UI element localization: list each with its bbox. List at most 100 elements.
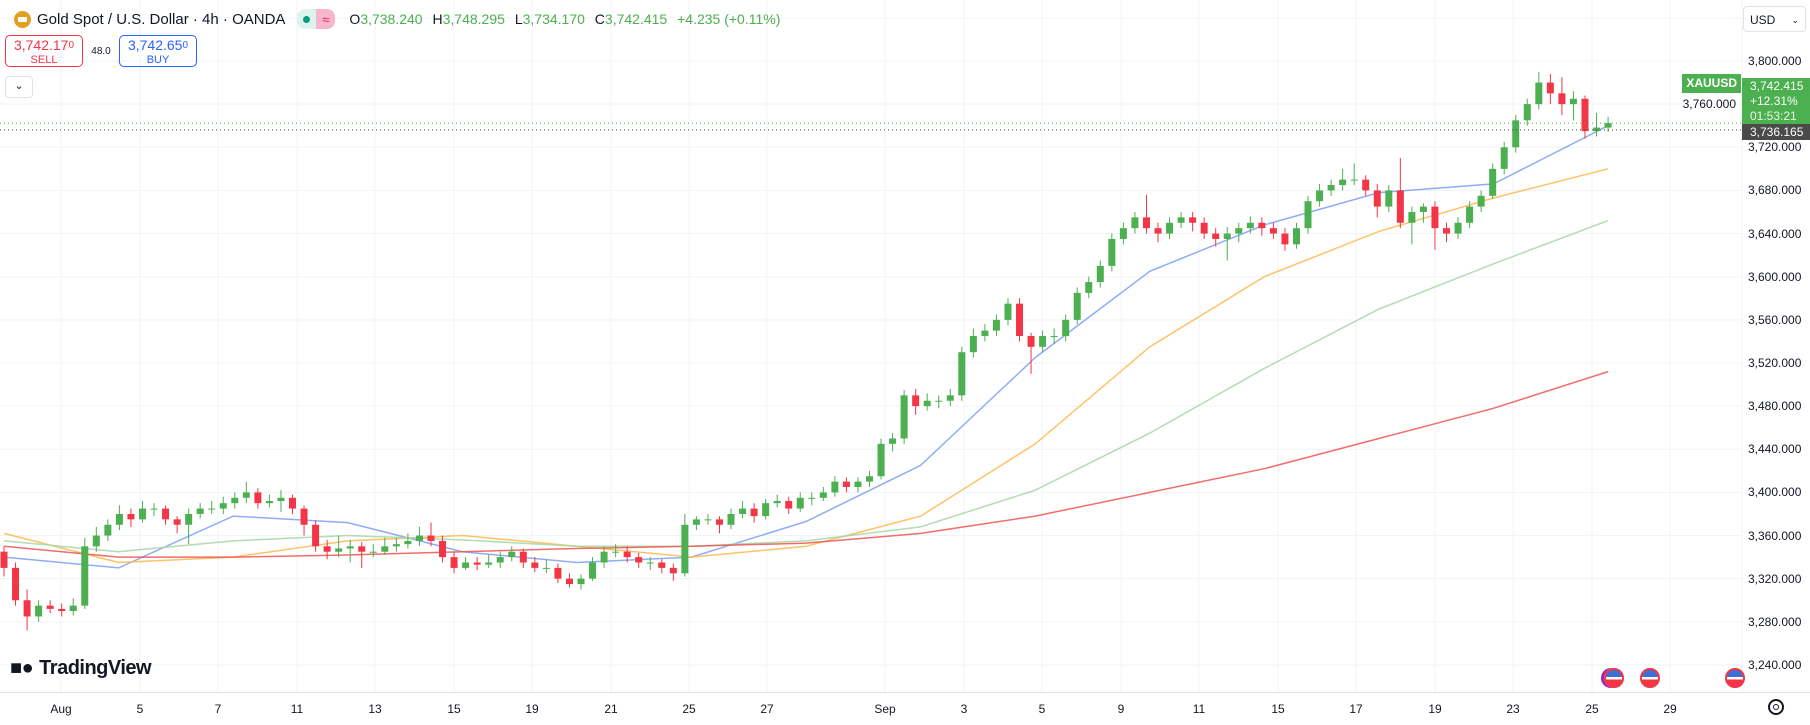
candle (1350, 163, 1358, 186)
candle (831, 476, 839, 497)
candle (1246, 216, 1254, 234)
candle-body (1512, 120, 1520, 148)
candle-body (1189, 217, 1197, 223)
us-flag-event-icon[interactable] (1725, 668, 1745, 688)
candle-body (462, 562, 470, 568)
candle (346, 539, 354, 563)
candle-body (58, 608, 66, 612)
candle (277, 490, 285, 512)
candle-body (415, 535, 423, 541)
candle-body (1142, 217, 1150, 229)
candle (900, 389, 908, 444)
collapse-legend-button[interactable]: ⌄ (5, 76, 33, 98)
candle (842, 477, 850, 493)
candle-body (854, 481, 862, 488)
candle (739, 501, 747, 519)
candle (81, 537, 89, 609)
last-price: 3,742.415 (1750, 79, 1804, 93)
candle-body (392, 544, 400, 547)
low-value: 3,734.170 (522, 11, 585, 27)
candle (946, 388, 954, 407)
gear-icon[interactable] (1768, 699, 1784, 715)
candle (958, 346, 966, 401)
candle (115, 505, 123, 531)
status-pill[interactable]: ≈ (297, 9, 336, 29)
candle-body (335, 548, 343, 552)
candle-body (866, 476, 873, 482)
candle-body (1443, 228, 1450, 234)
candle (173, 516, 181, 534)
close-label: C (594, 11, 605, 27)
candle-body (692, 519, 700, 525)
change-percent: +12.31% (1750, 94, 1798, 108)
candle-body (450, 557, 458, 568)
trade-panel: 3,742.170 SELL 48.0 3,742.650 BUY (5, 35, 197, 67)
candle (1062, 314, 1070, 342)
time-tick-label: 9 (1117, 702, 1125, 716)
candle (1096, 260, 1104, 288)
candle (1050, 328, 1058, 344)
candle (854, 477, 862, 493)
candle (1108, 233, 1116, 272)
bid-price-tag: 3,736.165 (1742, 124, 1810, 140)
buy-price: 3,742.65 (127, 37, 183, 53)
candle (335, 535, 343, 558)
us-flag-event-icon[interactable] (1640, 668, 1660, 688)
candle-body (1039, 336, 1047, 347)
candle (58, 603, 66, 617)
candle (254, 488, 262, 509)
candle-body (1177, 217, 1185, 223)
candle (1477, 190, 1485, 212)
candle (969, 328, 977, 358)
candle (727, 508, 735, 530)
tradingview-logo[interactable]: ■● TradingView (10, 657, 152, 680)
buy-button[interactable]: 3,742.650 BUY (119, 35, 197, 67)
symbol-title[interactable]: Gold Spot / U.S. Dollar · 4h · OANDA (37, 10, 286, 28)
candle-body (531, 562, 539, 568)
price-tick-label: 3,280.000 (1748, 614, 1802, 629)
us-flag-event-icon[interactable] (1604, 668, 1624, 688)
candle (23, 589, 31, 631)
candle-body (219, 503, 227, 509)
currency-select[interactable]: USD ⌄ (1743, 6, 1806, 32)
candle-body (0, 551, 8, 568)
candle (542, 559, 550, 574)
candle-body (277, 497, 285, 502)
candle (935, 395, 943, 409)
candle-body (1050, 336, 1058, 338)
candle (1546, 73, 1554, 105)
candle (1512, 114, 1520, 153)
candle-body (969, 336, 977, 353)
candle-body (992, 319, 1000, 331)
candle-body (127, 513, 135, 520)
candle-body (369, 551, 377, 553)
candle (150, 503, 158, 517)
candle (439, 535, 447, 563)
time-tick-label: 25 (1585, 702, 1599, 716)
price-tick-label: 3,680.000 (1748, 183, 1802, 198)
time-axis[interactable]: Aug 5 7 11 13 15 19 21 25 27 Sep 3 5 9 11 15 17 19 23 25 29 (0, 692, 1810, 725)
candle-body (554, 567, 562, 579)
candle-body (496, 557, 504, 563)
candle-body (346, 546, 354, 549)
candle-body (819, 492, 827, 498)
candle-body (1316, 190, 1324, 202)
candle (715, 516, 723, 534)
candle (785, 496, 793, 514)
sell-button[interactable]: 3,742.170 SELL (5, 35, 83, 67)
candle (912, 388, 920, 415)
candle (323, 539, 331, 560)
candle (196, 503, 204, 519)
candle-body (842, 481, 850, 488)
buy-label: BUY (146, 54, 170, 66)
candle (1177, 211, 1185, 229)
candle (1362, 175, 1370, 196)
candle (1385, 185, 1393, 212)
candle-body (1073, 292, 1081, 320)
candle-body (1339, 179, 1347, 186)
time-tick-label: 29 (1663, 702, 1677, 716)
candle-body (727, 513, 735, 525)
candle-body (739, 508, 747, 514)
time-tick-label: 27 (760, 702, 774, 716)
